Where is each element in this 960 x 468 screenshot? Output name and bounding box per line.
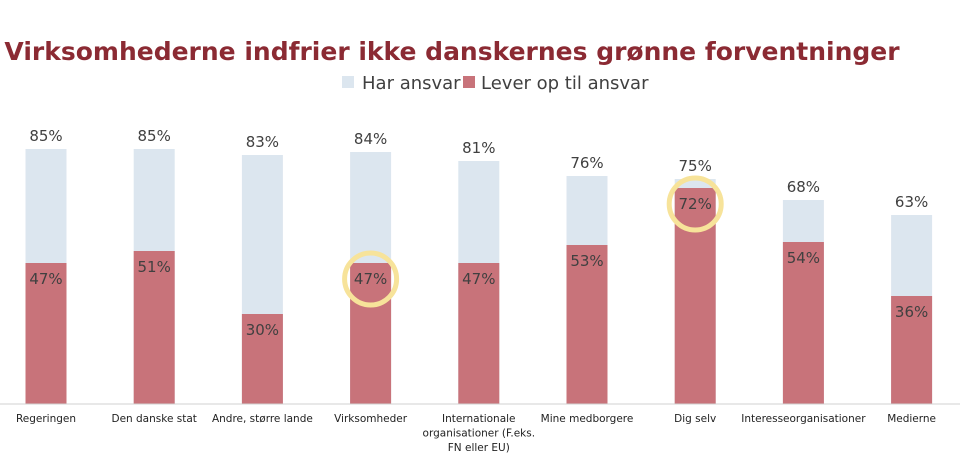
bar-lever-op-til-ansvar-internationale-organisationer-f-eks-fn-eller-eu [458,263,500,404]
chart-title: Virksomhederne indfrier ikke danskernes … [4,37,900,66]
value-label-har-ansvar: 63% [895,193,928,211]
value-label-har-ansvar: 83% [246,133,279,151]
category-label-interesseorganisationer: Interesseorganisationer [741,413,866,425]
bar-lever-op-til-ansvar-regeringen [25,263,67,404]
category-label-virksomheder: Virksomheder [334,413,408,425]
highlight-circle [342,250,400,308]
legend-swatch-lever-op-til-ansvar [463,76,475,88]
category-label-mine-medborgere: Mine medborgere [541,413,634,425]
legend-swatch-har-ansvar [342,76,354,88]
bar-lever-op-til-ansvar-andre-større-lande [241,314,283,404]
value-label-lever-op-til-ansvar: 36% [895,303,928,321]
category-label-den-danske-stat: Den danske stat [111,413,196,425]
bar-lever-op-til-ansvar-mine-medborgere [566,245,608,404]
value-label-lever-op-til-ansvar: 47% [462,270,495,288]
value-label-har-ansvar: 85% [29,127,62,145]
value-label-har-ansvar: 68% [787,178,820,196]
value-label-lever-op-til-ansvar: 51% [138,258,171,276]
category-label-medierne: Medierne [887,413,936,425]
bar-lever-op-til-ansvar-medierne [891,296,933,404]
category-labels: Regeringen Den danske stat Andre, større l… [16,413,936,454]
value-label-lever-op-til-ansvar: 47% [354,270,387,288]
bar-lever-op-til-ansvar-den-danske-stat [133,251,175,404]
value-label-lever-op-til-ansvar: 72% [679,195,712,213]
category-label-regeringen: Regeringen [16,413,76,425]
category-label-andre-større-lande: Andre, større lande [212,413,313,425]
bar-lever-op-til-ansvar-interesseorganisationer [782,242,824,404]
bars [25,149,933,404]
legend: Har ansvar Lever op til ansvar [342,73,649,94]
value-label-har-ansvar: 75% [679,157,712,175]
value-label-har-ansvar: 81% [462,139,495,157]
value-label-lever-op-til-ansvar: 47% [29,270,62,288]
value-label-har-ansvar: 84% [354,130,387,148]
highlights [342,175,724,308]
highlight-circle [666,175,724,233]
value-labels: 85% 47% 85% 51% 83% 30% 84% 47% 81% 47% 76% 53% 75% 7… [29,127,928,339]
value-label-lever-op-til-ansvar: 53% [570,252,603,270]
bar-lever-op-til-ansvar-dig-selv [674,188,716,404]
legend-label-har-ansvar: Har ansvar [362,73,461,94]
value-label-lever-op-til-ansvar: 54% [787,249,820,267]
legend-label-lever-op-til-ansvar: Lever op til ansvar [481,73,649,94]
bar-lever-op-til-ansvar-virksomheder [350,263,392,404]
value-label-lever-op-til-ansvar: 30% [246,321,279,339]
value-label-har-ansvar: 85% [138,127,171,145]
value-label-har-ansvar: 76% [570,154,603,172]
category-label-dig-selv: Dig selv [674,413,716,425]
category-label-internationale-organisationer-f-eks-fn-eller-eu: Internationale organisationer (F.eks. FN e… [423,413,536,454]
